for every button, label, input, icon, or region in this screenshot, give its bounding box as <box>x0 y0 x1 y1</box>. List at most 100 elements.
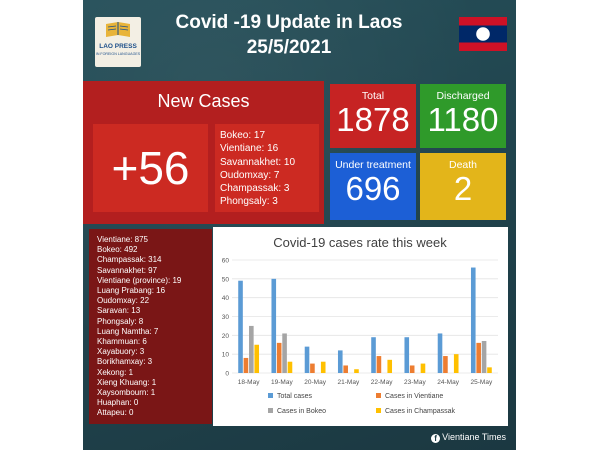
bar <box>343 365 348 373</box>
new-case-item: Vientiane: 16 <box>220 143 279 155</box>
chart-title: Covid-19 cases rate this week <box>273 235 447 250</box>
footer: f Vientiane Times <box>431 432 506 443</box>
x-tick-label: 21-May <box>338 379 360 386</box>
bar <box>243 357 249 373</box>
bar <box>476 342 481 373</box>
bar <box>487 367 492 373</box>
province-item: Saravan: 13 <box>97 306 141 316</box>
new-case-item: Oudomxay: 7 <box>220 169 280 181</box>
death-value: 2 <box>453 170 473 207</box>
legend-swatch <box>268 393 273 398</box>
bar <box>282 333 287 373</box>
bar <box>287 361 293 373</box>
bar <box>276 342 282 373</box>
bar <box>354 369 359 373</box>
province-item: Xieng Khuang: 1 <box>97 377 157 387</box>
province-item: Oudomxay: 22 <box>97 296 150 306</box>
province-item: Xekong: 1 <box>97 367 134 377</box>
y-tick-label: 60 <box>222 258 230 265</box>
new-case-item: Savannakhet: 10 <box>220 156 296 168</box>
x-tick-label: 25-May <box>471 379 493 386</box>
page-title: Covid -19 Update in Laos 25/5/2021 <box>153 10 425 60</box>
province-item: Luang Namtha: 7 <box>97 326 159 336</box>
bar <box>254 344 260 373</box>
x-tick-label: 19-May <box>271 379 293 386</box>
y-tick-label: 30 <box>222 314 230 321</box>
new-cases-count: +56 <box>93 124 208 212</box>
logo-subtext: IN FOREIGN LANGUAGES <box>95 52 141 56</box>
y-tick-label: 50 <box>222 276 230 283</box>
bar <box>371 337 376 373</box>
date-line: 25/5/2021 <box>246 37 332 58</box>
bar <box>271 278 277 373</box>
legend-label: Cases in Vientiane <box>385 393 443 400</box>
bar <box>238 280 243 373</box>
province-item: Savannakhet: 97 <box>97 265 158 275</box>
legend-swatch <box>376 408 381 413</box>
province-item: Vientiane: 875 <box>97 235 149 244</box>
province-item: Bokeo: 492 <box>97 245 138 255</box>
bar <box>310 363 315 373</box>
legend-label: Cases in Champassak <box>385 408 456 415</box>
new-cases-panel: New Cases +56 Bokeo: 17 Vientiane: 16 Sava… <box>83 81 324 224</box>
province-totals-list: Vientiane: 875 Bokeo: 492 Champassak: 314 S… <box>89 229 212 424</box>
total-card: Total 1878 <box>330 84 416 148</box>
x-tick-label: 20-May <box>304 379 326 386</box>
new-case-item: Bokeo: 17 <box>220 130 266 141</box>
province-item: Khammuan: 6 <box>97 337 147 347</box>
y-tick-label: 40 <box>222 295 230 302</box>
x-tick-label: 24-May <box>437 379 459 386</box>
legend-label: Total cases <box>277 393 313 400</box>
discharged-label: Discharged <box>436 90 490 102</box>
province-item: Champassak: 314 <box>97 255 162 265</box>
discharged-value: 1180 <box>427 101 499 138</box>
province-item: Vientiane (province): 19 <box>97 275 182 285</box>
bar <box>437 333 443 373</box>
total-label: Total <box>361 90 385 102</box>
bar <box>420 363 426 373</box>
y-tick-label: 10 <box>222 352 230 359</box>
lao-press-logo: LAO PRESS IN FOREIGN LANGUAGES <box>95 17 141 67</box>
bar <box>409 365 415 373</box>
discharged-card: Discharged 1180 <box>420 84 506 148</box>
bar <box>470 267 476 373</box>
death-card: Death 2 <box>420 153 506 220</box>
facebook-icon: f <box>431 434 441 443</box>
bar <box>404 337 410 373</box>
treatment-value: 696 <box>345 170 401 207</box>
chart-panel: Covid-19 cases rate this week 0 10 20 30 40 50… <box>213 227 508 426</box>
footer-text: Vientiane Times <box>442 432 506 442</box>
province-item: Phongsaly: 8 <box>97 316 144 326</box>
bar <box>387 359 393 373</box>
province-item: Huaphan: 0 <box>97 398 139 408</box>
x-tick-label: 18-May <box>238 379 260 386</box>
title-line: Covid -19 Update in Laos <box>175 12 403 33</box>
bar <box>249 325 254 373</box>
province-item: Borikhamxay: 3 <box>97 357 153 367</box>
new-cases-title: New Cases <box>157 91 250 111</box>
legend-label: Cases in Bokeo <box>277 408 326 415</box>
cases-bar-chart: Covid-19 cases rate this week 0 10 20 30 40 50… <box>222 235 498 415</box>
province-item: Xaysombourn: 1 <box>97 388 156 398</box>
bar <box>453 354 459 373</box>
new-cases-list: Bokeo: 17 Vientiane: 16 Savannakhet: 10 Oud… <box>215 124 319 212</box>
treatment-label: Under treatment <box>335 159 411 171</box>
new-case-item: Champassak: 3 <box>220 183 290 195</box>
legend-swatch <box>268 408 273 413</box>
bar <box>481 340 487 373</box>
province-item: Xayabuory: 3 <box>97 347 145 357</box>
infographic-poster: LAO PRESS IN FOREIGN LANGUAGES Covid -19… <box>83 0 516 450</box>
x-tick-label: 22-May <box>371 379 393 386</box>
bar <box>304 346 310 373</box>
laos-flag-icon <box>459 17 507 51</box>
logo-text: LAO PRESS <box>99 43 137 50</box>
y-tick-label: 20 <box>222 333 230 340</box>
legend-swatch <box>376 393 381 398</box>
bar <box>443 356 448 373</box>
book-emblem-icon <box>106 22 130 37</box>
bar <box>320 361 326 373</box>
province-item: Luang Prabang: 16 <box>97 286 166 296</box>
bar <box>337 350 343 373</box>
y-tick-label: 0 <box>225 371 229 378</box>
bar <box>376 356 382 373</box>
